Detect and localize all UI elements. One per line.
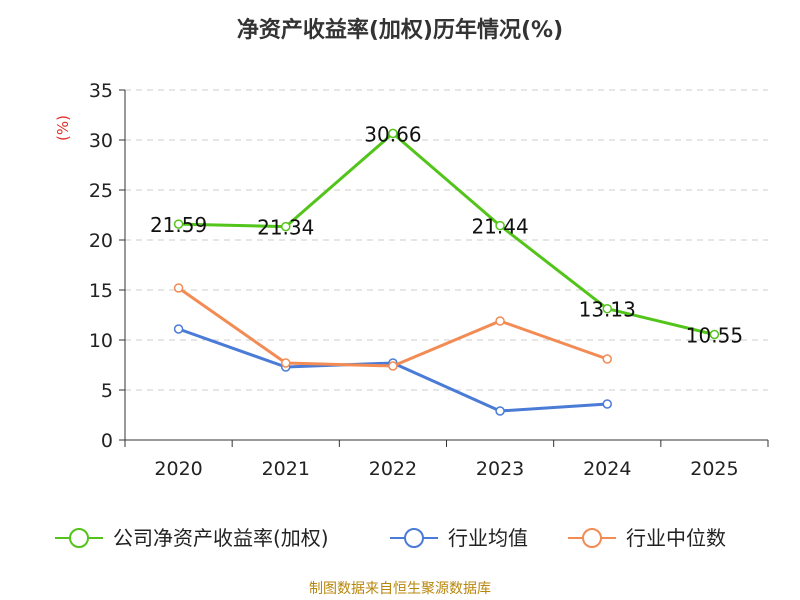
data-point (388, 128, 398, 139)
data-point (173, 219, 184, 229)
y-axis-label: (%) (54, 115, 72, 141)
x-tick-label: 2020 (154, 458, 202, 480)
y-tick-label: 15 (89, 280, 113, 302)
x-tick-label: 2021 (262, 458, 310, 480)
data-label: 10.55 (686, 324, 743, 348)
data-label: 30.66 (364, 122, 421, 146)
x-tick-label: 2023 (476, 458, 524, 480)
y-tick-label: 10 (89, 330, 113, 352)
series-line (178, 131, 715, 336)
y-tick-label: 30 (89, 130, 113, 152)
data-point (173, 324, 184, 334)
data-point (495, 406, 505, 416)
data-point (495, 316, 505, 326)
data-point (602, 399, 612, 409)
data-point (173, 283, 184, 293)
chart-title: 净资产收益率(加权)历年情况(%) (236, 18, 564, 43)
series-line (177, 286, 608, 368)
y-tick-label: 25 (89, 180, 113, 202)
y-tick-label: 20 (89, 230, 113, 252)
data-label: 21.34 (257, 216, 314, 240)
data-point (602, 354, 612, 364)
source-note: 制图数据来自恒生聚源数据库 (309, 581, 491, 597)
data-label: 13.13 (579, 298, 636, 322)
data-point (281, 358, 291, 368)
legend-marker (404, 528, 424, 548)
data-point (495, 220, 505, 231)
x-tick-label: 2022 (369, 458, 417, 480)
legend-marker (69, 528, 89, 548)
data-point (388, 361, 398, 371)
x-tick-label: 2024 (583, 458, 631, 480)
legend-label: 行业中位数 (626, 526, 726, 550)
data-label: 21.59 (150, 213, 207, 237)
data-label: 21.44 (471, 215, 528, 239)
x-tick-label: 2025 (690, 458, 738, 480)
y-tick-label: 5 (101, 380, 113, 402)
legend-label: 行业均值 (448, 526, 528, 550)
y-tick-label: 0 (101, 430, 113, 452)
data-point (602, 303, 612, 314)
y-tick-label: 35 (89, 80, 113, 102)
legend-label: 公司净资产收益率(加权) (113, 526, 329, 550)
data-point (281, 221, 291, 232)
data-point (709, 329, 720, 340)
legend-marker (582, 528, 602, 548)
